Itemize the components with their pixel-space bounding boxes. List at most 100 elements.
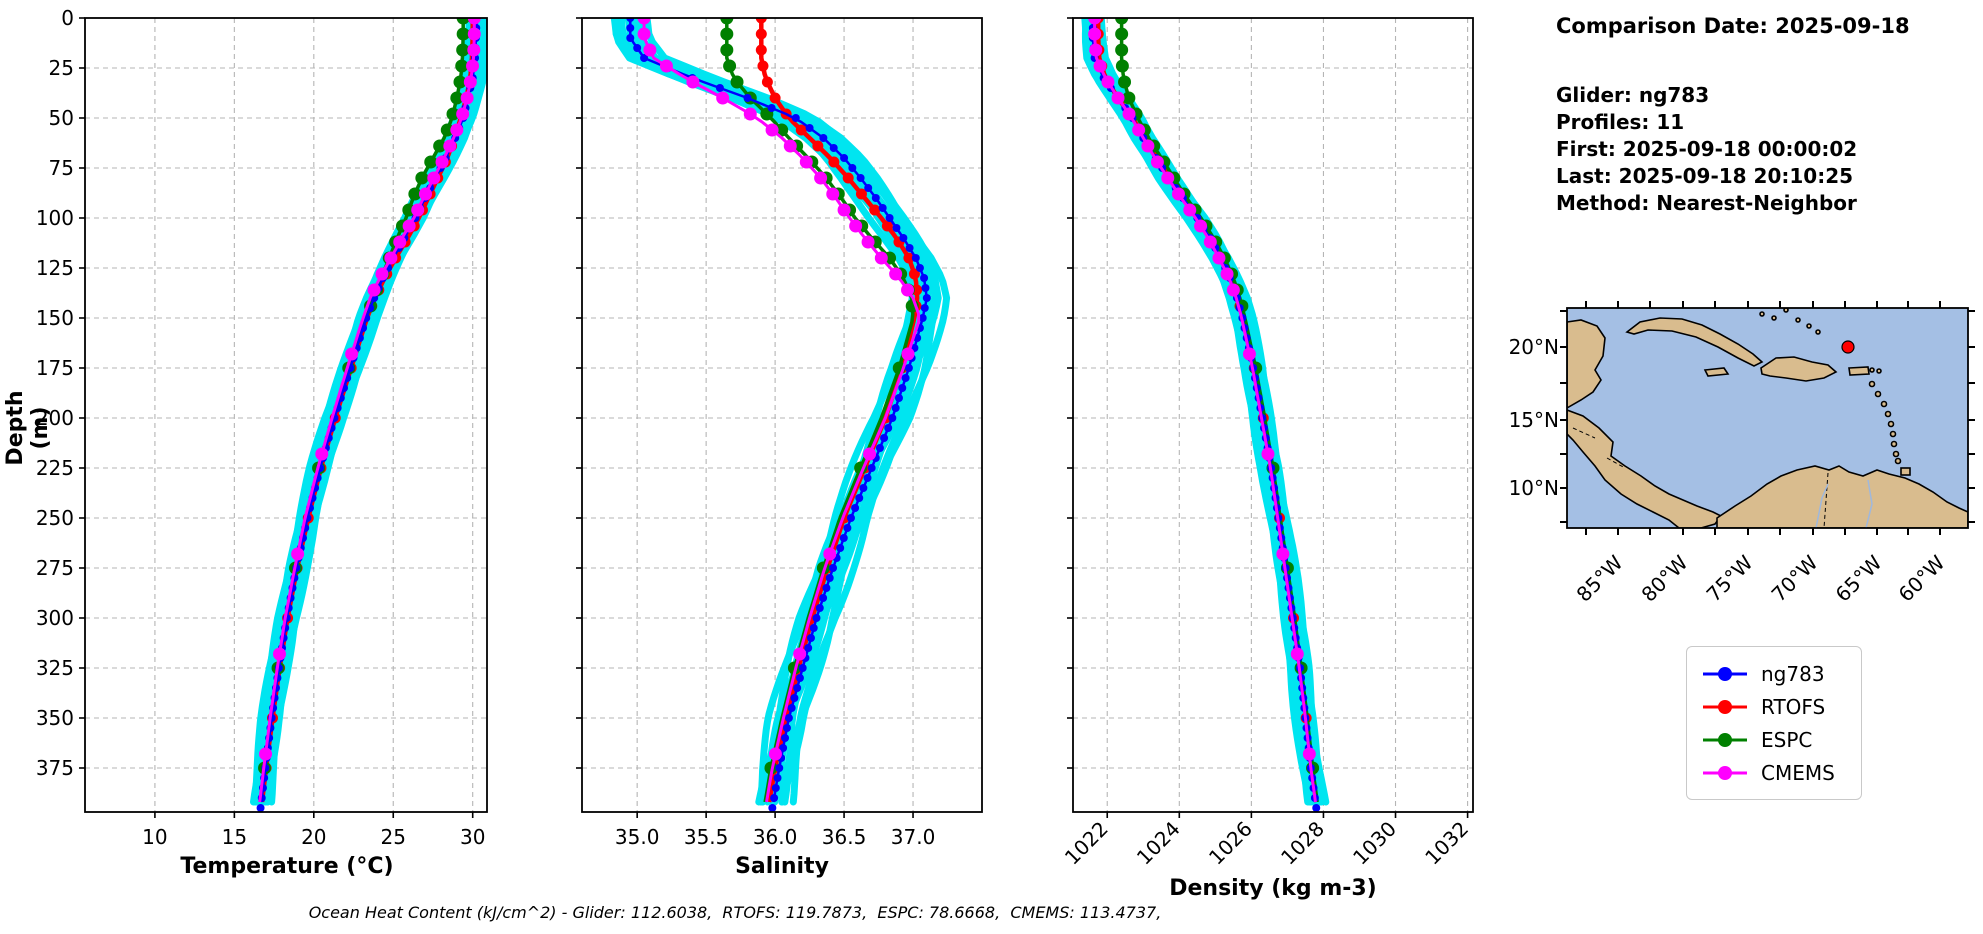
info-profiles: Profiles: 11 [1556, 110, 1685, 134]
svg-text:75: 75 [49, 156, 74, 180]
x-axis-label-salinity: Salinity [735, 854, 829, 879]
series-CMEMS [637, 18, 921, 803]
svg-text:35.5: 35.5 [684, 825, 729, 849]
y-axis-label-depth: Depth (m) [3, 390, 53, 466]
svg-text:325: 325 [36, 656, 74, 680]
svg-text:1030: 1030 [1348, 817, 1401, 870]
country-borders [1572, 427, 1829, 528]
legend-swatch [1703, 699, 1747, 714]
series-line-ng783 [1091, 18, 1317, 803]
land-trinidad [1900, 467, 1911, 476]
lon-tick-label: 75°W [1702, 550, 1758, 606]
land-cuba [1625, 317, 1764, 367]
map-land [1567, 308, 1968, 528]
svg-text:37.0: 37.0 [891, 825, 936, 849]
axis-ticks [1067, 17, 1469, 818]
svg-text:25: 25 [381, 825, 406, 849]
comparison-date-title: Comparison Date: 2025-09-18 [1556, 14, 1910, 38]
lat-tick-label: 20°N [1510, 335, 1559, 359]
axis-tick-labels: 1022 1024 1026 1028 1030 1032 [1060, 817, 1473, 870]
svg-text:1022: 1022 [1060, 817, 1113, 870]
svg-text:0: 0 [61, 6, 74, 30]
svg-text:50: 50 [49, 106, 74, 130]
svg-text:150: 150 [36, 306, 74, 330]
svg-text:350: 350 [36, 706, 74, 730]
series-line-CMEMS [1093, 18, 1317, 803]
map-ticks [1560, 301, 1975, 535]
caribbean-map: 20°N 15°N 10°N 85°W 80°W 75°W 70°W 65°W … [1509, 301, 1975, 607]
axis-tick-labels: 10 15 20 25 30025507510012515017520022525027… [36, 6, 486, 849]
series-line-CMEMS [258, 18, 476, 803]
svg-text:1032: 1032 [1420, 817, 1473, 870]
land-south-america [1716, 465, 1968, 528]
axis-ticks [576, 17, 914, 818]
panel-0: 10 15 20 25 30025507510012515017520022525027… [36, 6, 488, 849]
legend-label: CMEMS [1761, 760, 1835, 785]
svg-text:30: 30 [460, 825, 485, 849]
axes-border [581, 17, 983, 813]
land-yucatan [1567, 319, 1606, 409]
map-inset: 20°N 15°N 10°N 85°W 80°W 75°W 70°W 65°W … [1509, 298, 1983, 622]
legend: ng783 RTOFS ESPC CMEMS [1686, 646, 1862, 800]
ocean-heat-content-caption: Ocean Heat Content (kJ/cm^2) - Glider: 1… [308, 903, 1162, 922]
legend-swatch [1703, 666, 1747, 681]
raw-glider-profiles-band [1081, 18, 1330, 806]
svg-text:275: 275 [36, 556, 74, 580]
svg-text:25: 25 [49, 56, 74, 80]
series-CMEMS [1088, 18, 1317, 803]
info-first-time: First: 2025-09-18 00:00:02 [1556, 137, 1858, 161]
panel-1: 35.0 35.5 36.0 36.5 37.0 [576, 17, 983, 849]
axis-tick-labels: 35.0 35.5 36.0 36.5 37.0 [615, 825, 935, 849]
svg-text:36.0: 36.0 [753, 825, 798, 849]
lon-tick-label: 60°W [1894, 550, 1950, 606]
legend-item-rtofs: RTOFS [1699, 690, 1849, 723]
raw-glider-profiles-band [250, 18, 487, 806]
axes-border [1072, 17, 1474, 813]
svg-text:35.0: 35.0 [615, 825, 660, 849]
lat-tick-label: 10°N [1510, 476, 1559, 500]
axes-border [84, 17, 488, 813]
legend-label: RTOFS [1761, 694, 1826, 719]
land-hispaniola [1760, 356, 1838, 382]
rivers [1815, 479, 1873, 528]
map-border [1566, 307, 1969, 529]
legend-label: ng783 [1761, 661, 1825, 686]
svg-text:375: 375 [36, 756, 74, 780]
lon-tick-label: 80°W [1637, 550, 1693, 606]
legend-item-ng783: ng783 [1699, 657, 1849, 690]
bahamas-islands [1759, 308, 1821, 335]
series-line-RTOFS [259, 18, 475, 803]
info-last-time: Last: 2025-09-18 20:10:25 [1556, 164, 1854, 188]
legend-swatch [1703, 732, 1747, 747]
legend-swatch [1703, 765, 1747, 780]
svg-text:250: 250 [36, 506, 74, 530]
svg-text:1028: 1028 [1276, 817, 1329, 870]
svg-text:20: 20 [301, 825, 326, 849]
lesser-antilles-islands [1868, 367, 1902, 465]
lon-tick-label: 85°W [1572, 550, 1628, 606]
svg-text:1026: 1026 [1204, 817, 1257, 870]
panel-2: 1022 1024 1026 1028 1030 1032 [1060, 17, 1474, 870]
series-CMEMS [258, 18, 481, 803]
svg-text:200: 200 [36, 406, 74, 430]
svg-text:100: 100 [36, 206, 74, 230]
svg-text:15: 15 [222, 825, 247, 849]
legend-item-espc: ESPC [1699, 723, 1849, 756]
series-ng783 [1088, 18, 1321, 812]
svg-text:225: 225 [36, 456, 74, 480]
lat-tick-label: 15°N [1510, 408, 1559, 432]
svg-text:1024: 1024 [1132, 817, 1185, 870]
gridlines [85, 17, 487, 812]
glider-location-marker [1841, 340, 1855, 354]
series-ESPC [258, 18, 470, 803]
svg-text:10: 10 [142, 825, 167, 849]
x-axis-label-temperature: Temperature (°C) [180, 854, 394, 879]
comparison-info-panel: Comparison Date: 2025-09-18 Glider: ng78… [1556, 14, 1910, 217]
axis-ticks [79, 17, 474, 818]
legend-label: ESPC [1761, 727, 1813, 752]
info-method: Method: Nearest-Neighbor [1556, 191, 1857, 215]
info-glider: Glider: ng783 [1556, 83, 1710, 107]
legend-item-cmems: CMEMS [1699, 756, 1849, 789]
